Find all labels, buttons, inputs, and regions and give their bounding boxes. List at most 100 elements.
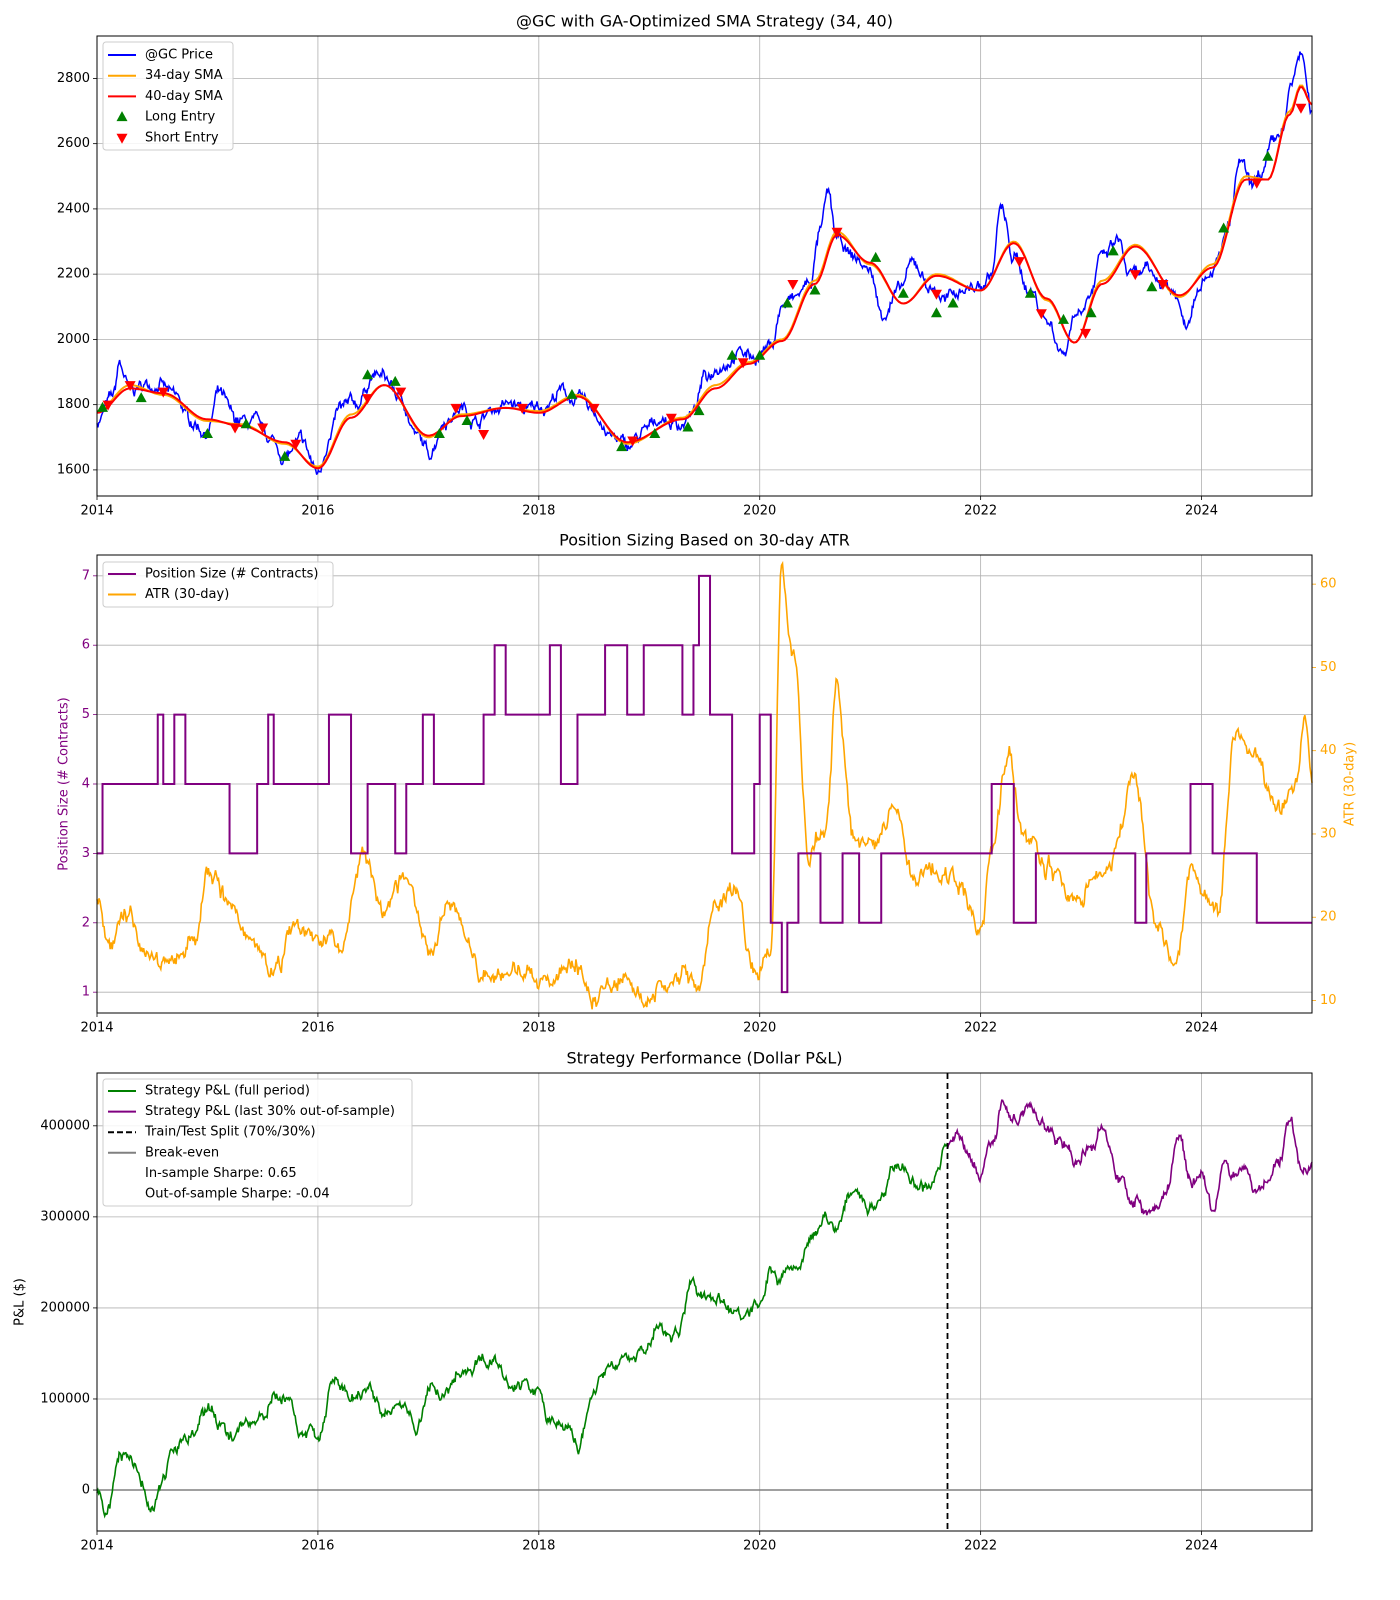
x-tick-label: 2014 <box>80 1539 113 1554</box>
x-tick-label: 2022 <box>964 1021 997 1036</box>
short-entry-marker <box>1129 270 1141 281</box>
y2-tick-label: 20 <box>1320 910 1337 925</box>
short-entry-marker <box>1035 309 1047 320</box>
y-tick-label: 2800 <box>57 71 90 86</box>
x-tick-label: 2024 <box>1185 1021 1218 1036</box>
short-entry-marker <box>290 439 302 450</box>
y-tick-label: 7 <box>82 568 90 583</box>
legend-short-marker <box>116 133 128 144</box>
x-tick-label: 2016 <box>301 1539 334 1554</box>
legend-label: Break-even <box>145 1145 219 1160</box>
short-entry-marker <box>665 413 677 424</box>
y2-tick-label: 30 <box>1320 826 1337 841</box>
short-entry-marker <box>229 423 241 434</box>
price-chart-panel: 2014 2016 2018 2020 2022 2024 1600 1800 2000 2200… <box>57 12 1313 519</box>
chart-title: Strategy Performance (Dollar P&L) <box>566 1049 842 1068</box>
short-entry-marker <box>787 279 799 290</box>
legend-label: 34-day SMA <box>145 68 223 83</box>
price-line <box>96 51 1313 476</box>
y-tick-label: 6 <box>82 638 90 653</box>
legend-label: Strategy P&L (last 30% out-of-sample) <box>145 1104 395 1119</box>
x-tick-label: 2018 <box>522 1539 555 1554</box>
x-tick-label: 2020 <box>743 1021 776 1036</box>
long-entry-marker <box>566 388 578 399</box>
long-entry-marker <box>1218 222 1230 233</box>
short-entry-marker <box>1080 328 1092 339</box>
x-tick-label: 2014 <box>80 504 113 519</box>
long-entry-marker <box>279 450 291 461</box>
y-tick-label: 4 <box>82 777 90 792</box>
x-tick-label: 2022 <box>964 504 997 519</box>
long-entry-marker <box>1262 150 1274 161</box>
long-entry-marker <box>616 441 628 452</box>
long-entry-marker <box>1057 313 1069 324</box>
legend-box <box>102 41 234 151</box>
y-tick-label: 5 <box>82 707 90 722</box>
x-tick-label: 2018 <box>522 1021 555 1036</box>
legend-label: Position Size (# Contracts) <box>145 567 318 582</box>
plot-border <box>96 35 1313 497</box>
x-tick-label: 2014 <box>80 1021 113 1036</box>
y-tick-label: 0 <box>82 1483 90 1498</box>
y-tick-label: 2000 <box>57 332 90 347</box>
position-size-line <box>97 574 1312 994</box>
y-tick-label: 300000 <box>40 1209 90 1224</box>
legend-long-marker <box>116 111 128 122</box>
legend-label: Long Entry <box>145 110 215 125</box>
legend-label: Train/Test Split (70%/30%) <box>144 1125 316 1140</box>
short-entry-marker <box>478 430 490 441</box>
y-tick-label: 200000 <box>40 1300 90 1315</box>
long-entry-marker <box>1085 307 1097 318</box>
short-entry-marker <box>930 289 942 300</box>
short-entry-marker <box>1157 279 1169 290</box>
legend-label: In-sample Sharpe: 0.65 <box>145 1166 297 1181</box>
plot-border <box>96 554 1313 1014</box>
long-entry-marker <box>97 401 109 412</box>
plot-border <box>96 1072 1313 1532</box>
x-tick-label: 2020 <box>743 1539 776 1554</box>
long-entry-marker <box>693 405 705 416</box>
short-entry-marker <box>737 358 749 369</box>
long-entry-marker <box>897 287 909 298</box>
short-entry-marker <box>588 403 600 414</box>
x-tick-label: 2018 <box>522 504 555 519</box>
long-entry-marker <box>930 307 942 318</box>
long-entry-marker <box>781 297 793 308</box>
long-entry-marker <box>135 392 147 403</box>
legend: Position Size (# Contracts) ATR (30-day) <box>102 561 334 608</box>
y-tick-label: 2200 <box>57 267 90 282</box>
short-entry-marker <box>627 436 639 447</box>
short-entry-marker <box>102 400 114 411</box>
short-entry-marker <box>450 403 462 414</box>
legend-label: @GC Price <box>145 48 213 63</box>
long-entry-marker <box>726 349 738 360</box>
y-axis-label: P&L ($) <box>13 1278 28 1326</box>
chart-title: @GC with GA-Optimized SMA Strategy (34, … <box>516 12 893 31</box>
y2-axis-label: ATR (30-day) <box>1343 742 1358 826</box>
y-tick-label: 1800 <box>57 397 90 412</box>
y-axis-label: Position Size (# Contracts) <box>57 697 72 870</box>
short-entry-marker <box>124 381 136 392</box>
legend: Strategy P&L (full period) Strategy P&L (… <box>102 1078 413 1207</box>
short-entry-marker <box>1251 178 1263 189</box>
short-entry-marker <box>1013 257 1025 268</box>
x-tick-label: 2024 <box>1185 504 1218 519</box>
y-tick-label: 2600 <box>57 136 90 151</box>
legend-box <box>102 1078 413 1207</box>
short-entry-marker <box>516 403 528 414</box>
x-tick-label: 2016 <box>301 504 334 519</box>
x-tick-label: 2022 <box>964 1539 997 1554</box>
legend-box <box>102 561 334 608</box>
atr-line <box>96 560 1313 1010</box>
y-tick-label: 1 <box>82 985 90 1000</box>
long-entry-marker <box>1107 245 1119 256</box>
long-entry-marker <box>947 297 959 308</box>
long-entry-marker <box>362 369 374 380</box>
long-entry-marker <box>1024 287 1036 298</box>
short-entry-marker <box>1295 103 1307 114</box>
y-tick-label: 400000 <box>40 1118 90 1133</box>
short-entry-marker <box>831 227 843 238</box>
long-entry-marker <box>433 428 445 439</box>
long-entry-marker <box>240 418 252 429</box>
plot-area <box>97 36 1312 496</box>
